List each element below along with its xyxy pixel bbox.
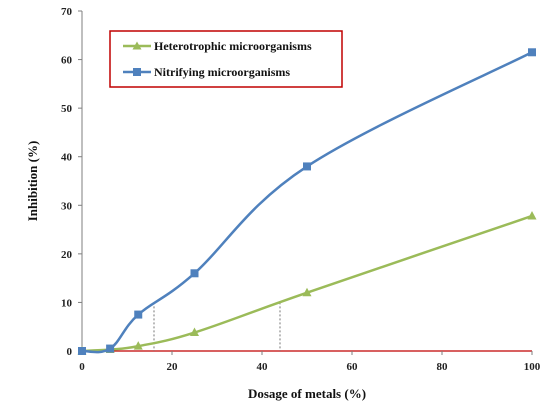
x-tick-label: 40: [257, 361, 269, 373]
data-point-triangle: [527, 210, 537, 220]
series-layer: [77, 48, 537, 355]
data-point-triangle: [190, 327, 199, 337]
series-line-0: [81, 214, 533, 353]
y-tick-label: 60: [61, 55, 73, 67]
data-point-square: [134, 310, 143, 319]
tick-labels: 0 10 20 30 40 50 60 70 0 20 40 60 80 100: [61, 6, 541, 373]
data-point-square: [78, 347, 86, 355]
y-tick-label: 0: [67, 346, 73, 358]
y-tick-label: 10: [61, 297, 73, 309]
data-point-square: [190, 269, 199, 278]
data-point-square: [303, 162, 311, 171]
y-tick-label: 40: [61, 152, 73, 164]
y-tick-label: 20: [61, 249, 73, 261]
legend-marker-nitrifying: [133, 68, 141, 76]
y-tick-label: 70: [61, 6, 73, 18]
data-point-triangle: [133, 341, 143, 350]
data-point-square: [106, 344, 115, 353]
legend: Heterotrophic microorganisms Nitrifying …: [109, 30, 343, 88]
y-tick-label: 30: [61, 200, 73, 212]
series-line-1: [81, 51, 533, 354]
x-tick-label: 0: [79, 361, 85, 373]
y-tick-label: 50: [61, 103, 73, 115]
y-axis-title: Inhibition (%): [25, 141, 40, 222]
x-tick-label: 20: [167, 361, 179, 373]
x-axis-title: Dosage of metals (%): [248, 386, 366, 401]
legend-marker-heterotrophic: [132, 41, 142, 50]
legend-label-heterotrophic: Heterotrophic microorganisms: [154, 39, 312, 53]
x-tick-label: 100: [524, 361, 541, 373]
axes: [78, 10, 533, 355]
data-point-square: [528, 48, 536, 57]
legend-box: [109, 30, 343, 88]
x-tick-label: 60: [347, 361, 359, 373]
x-tick-label: 80: [437, 361, 449, 373]
legend-label-nitrifying: Nitrifying microorganisms: [154, 65, 290, 79]
data-point-triangle: [302, 287, 312, 297]
